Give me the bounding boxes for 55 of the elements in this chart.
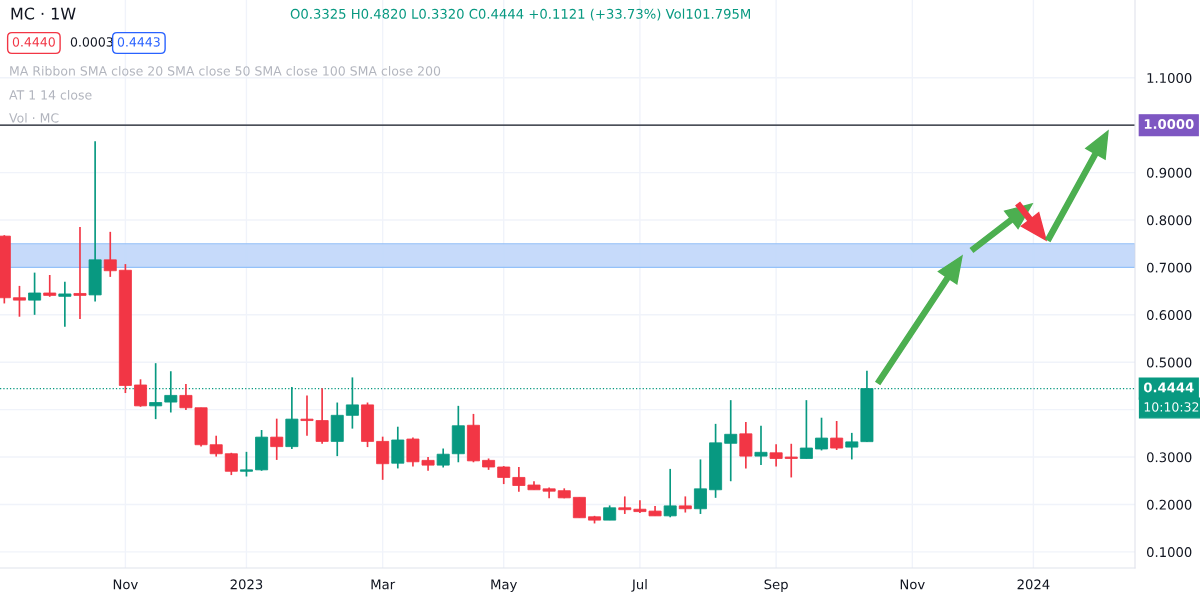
candlestick bbox=[572, 496, 586, 519]
candlestick bbox=[815, 416, 828, 452]
candlestick bbox=[724, 399, 738, 483]
x-tick-label: May bbox=[491, 579, 517, 592]
candlestick bbox=[239, 451, 253, 478]
ref-line-label: 1.0000 bbox=[1144, 119, 1194, 129]
x-tick-label: 2023 bbox=[230, 579, 263, 590]
candlestick bbox=[693, 458, 707, 515]
annotation: 0.0003 bbox=[70, 37, 113, 47]
text: O0.3325 H0.4820 L0.3320 C0.4444 +0.1121 (+33.73%) Vol101.795M bbox=[290, 8, 750, 21]
y-tick-label: 0.9000 bbox=[1146, 167, 1192, 178]
candlestick bbox=[845, 432, 859, 461]
ref-line-label: 0.4444 bbox=[1143, 382, 1194, 393]
candlestick bbox=[376, 435, 390, 481]
y-tick-label: 0.5000 bbox=[1146, 357, 1192, 368]
x-tick-label: Nov bbox=[113, 579, 138, 590]
text: 10:10:32 bbox=[1144, 402, 1199, 412]
candlestick bbox=[12, 285, 26, 318]
candlestick bbox=[618, 495, 632, 515]
x-tick-label: Mar bbox=[371, 579, 396, 590]
candlestick bbox=[391, 425, 405, 470]
candlestick bbox=[754, 424, 768, 466]
y-tick-label: 0.2000 bbox=[1146, 499, 1192, 510]
candlestick bbox=[784, 442, 798, 479]
chart-title: MC · 1W bbox=[11, 7, 76, 20]
candlestick bbox=[58, 280, 72, 328]
candlestick bbox=[497, 465, 511, 485]
candlestick bbox=[663, 468, 677, 519]
x-tick-label: Nov bbox=[900, 579, 925, 590]
annotation: MA Ribbon SMA close 20 SMA close 50 SMA close 100 SMA close 200 bbox=[10, 65, 441, 76]
x-tick-label: 2024 bbox=[1017, 579, 1050, 590]
candlestick bbox=[830, 420, 844, 451]
candlestick bbox=[43, 274, 57, 298]
candlestick bbox=[103, 231, 117, 278]
x-tick-label: Jul bbox=[631, 579, 647, 592]
y-tick-label: 0.3000 bbox=[1146, 452, 1192, 463]
candlestick bbox=[73, 226, 87, 320]
y-tick-label: 0.8000 bbox=[1146, 215, 1192, 226]
candlestick bbox=[134, 378, 147, 408]
y-tick-label: 0.6000 bbox=[1146, 310, 1192, 321]
candlestick bbox=[799, 399, 813, 460]
annotation: 0.4440 bbox=[12, 37, 55, 47]
annotation: 0.4443 bbox=[117, 37, 160, 47]
y-tick-label: 1.1000 bbox=[1147, 72, 1192, 83]
annotation: AT 1 14 close bbox=[9, 89, 92, 100]
candlestick bbox=[28, 271, 42, 316]
candlestick bbox=[678, 495, 692, 514]
candlestick bbox=[436, 447, 450, 469]
candlestick bbox=[769, 443, 783, 468]
candlestick bbox=[270, 417, 284, 461]
x-tick-label: Sep bbox=[764, 579, 788, 592]
y-tick-label: 0.7000 bbox=[1146, 262, 1192, 273]
candlestick bbox=[739, 421, 753, 470]
annotation: Vol · MC bbox=[9, 112, 59, 123]
y-tick-label: 0.1000 bbox=[1146, 547, 1192, 558]
